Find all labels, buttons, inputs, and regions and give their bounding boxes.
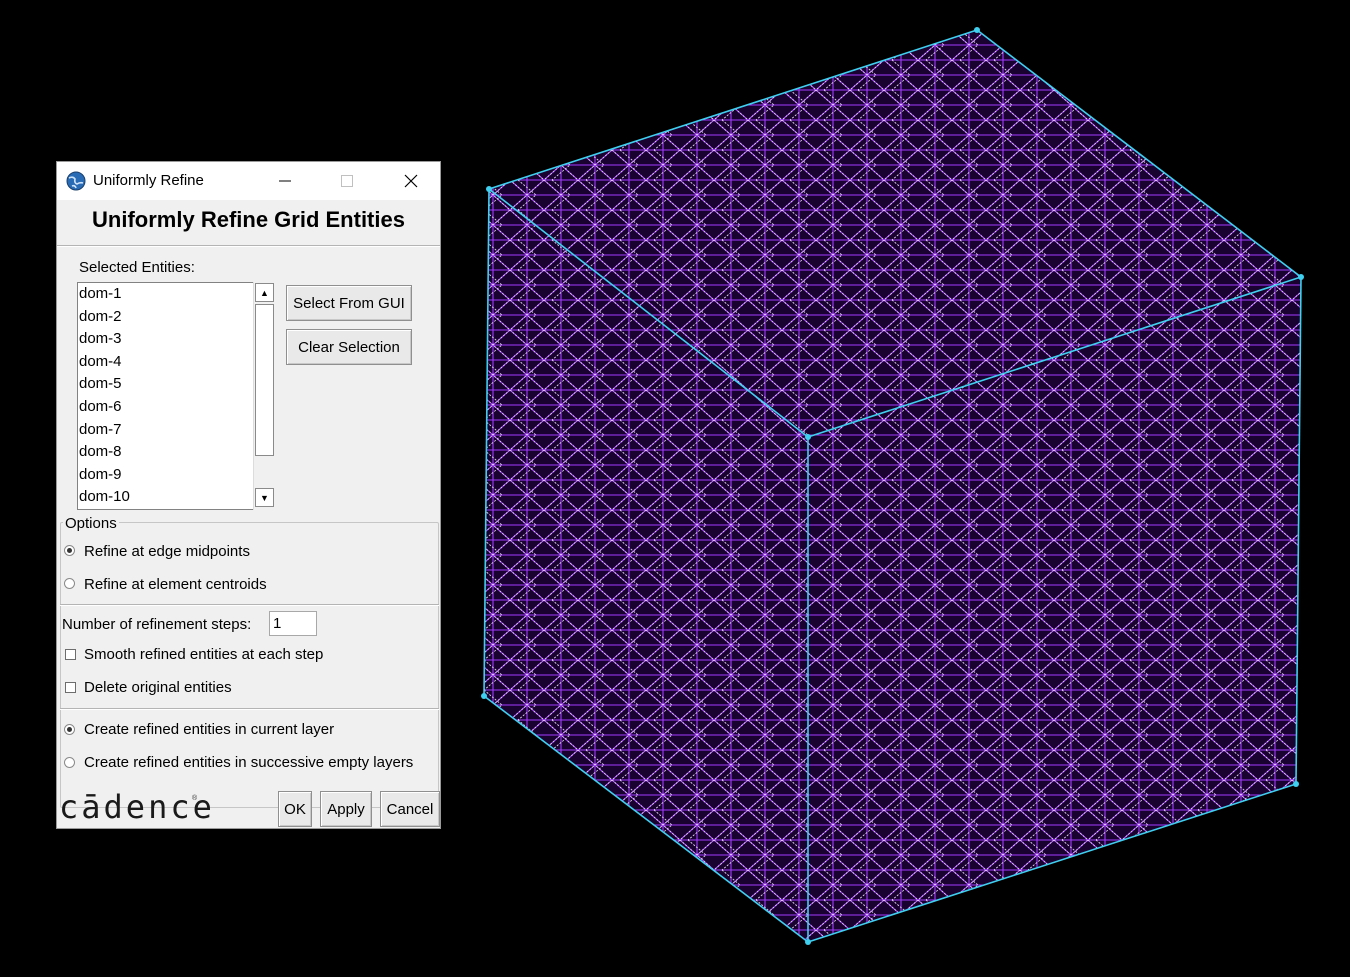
refine-edge-midpoints-radio[interactable] — [64, 545, 75, 556]
scroll-down-button[interactable]: ▼ — [255, 488, 274, 507]
close-icon — [404, 174, 418, 188]
refine-element-centroids-label[interactable]: Refine at element centroids — [84, 576, 267, 593]
list-item[interactable]: dom-7 — [79, 420, 122, 438]
chevron-down-icon: ▼ — [260, 492, 269, 503]
list-item[interactable]: dom-8 — [79, 443, 122, 461]
list-item[interactable]: dom-9 — [79, 465, 122, 483]
list-item[interactable]: dom-2 — [79, 307, 122, 325]
title-bar[interactable]: Uniformly Refine — [57, 162, 440, 200]
vertex — [974, 27, 980, 33]
cancel-button[interactable]: Cancel — [380, 791, 440, 827]
selected-entities-label: Selected Entities: — [79, 259, 195, 276]
scroll-thumb[interactable] — [255, 304, 274, 456]
vertex — [805, 939, 811, 945]
chevron-up-icon: ▲ — [260, 287, 269, 298]
maximize-icon — [341, 175, 353, 187]
vertex — [1298, 274, 1304, 280]
vertex — [481, 693, 487, 699]
refine-edge-midpoints-label[interactable]: Refine at edge midpoints — [84, 543, 250, 560]
dialog-heading: Uniformly Refine Grid Entities — [92, 207, 405, 232]
current-layer-radio[interactable] — [64, 724, 75, 735]
close-button[interactable] — [391, 168, 431, 194]
clear-selection-button[interactable]: Clear Selection — [286, 329, 412, 365]
list-item[interactable]: dom-4 — [79, 352, 122, 370]
smooth-label[interactable]: Smooth refined entities at each step — [84, 646, 324, 663]
cube-edge-vertical-right — [1295, 276, 1302, 785]
vertex — [1293, 781, 1299, 787]
cadence-logo: cādence — [59, 788, 215, 826]
refinement-steps-input[interactable] — [269, 611, 317, 636]
cube-left-mesh — [484, 189, 808, 942]
minimize-icon — [279, 180, 291, 182]
options-label: Options — [63, 515, 119, 532]
globe-icon — [66, 171, 86, 191]
uniformly-refine-dialog: Uniformly Refine Uniformly Refine Grid E… — [56, 161, 441, 829]
delete-original-checkbox[interactable] — [65, 682, 76, 693]
minimize-button[interactable] — [265, 168, 305, 194]
list-item[interactable]: dom-1 — [79, 285, 122, 302]
delete-original-label[interactable]: Delete original entities — [84, 679, 232, 696]
list-item[interactable]: dom-6 — [79, 397, 122, 415]
successive-empty-layers-radio[interactable] — [64, 757, 75, 768]
window-title: Uniformly Refine — [93, 172, 204, 189]
select-from-gui-button[interactable]: Select From GUI — [286, 285, 412, 321]
smooth-checkbox[interactable] — [65, 649, 76, 660]
entities-scrollbar[interactable]: ▲ ▼ — [253, 282, 274, 510]
maximize-button[interactable] — [327, 168, 367, 194]
current-layer-label[interactable]: Create refined entities in current layer — [84, 721, 335, 738]
cube-vertices[interactable] — [481, 27, 1304, 945]
refinement-steps-label: Number of refinement steps: — [62, 616, 252, 633]
refine-element-centroids-radio[interactable] — [64, 578, 75, 589]
separator — [57, 245, 440, 247]
cube-top-mesh — [489, 30, 1301, 437]
separator — [60, 604, 439, 606]
separator — [60, 708, 439, 710]
apply-button[interactable]: Apply — [320, 791, 372, 827]
cube-edge-vertical-left — [483, 188, 490, 697]
registered-mark: ® — [192, 795, 198, 802]
list-item[interactable]: dom-10 — [79, 488, 130, 506]
list-item[interactable]: dom-5 — [79, 375, 122, 393]
vertex — [486, 186, 492, 192]
entities-list: dom-1 dom-2 dom-3 dom-4 dom-5 dom-6 dom-7 dom-8… — [78, 283, 273, 509]
entities-listbox[interactable]: dom-1 dom-2 dom-3 dom-4 dom-5 dom-6 dom-7 dom-8… — [77, 282, 274, 510]
options-group — [60, 522, 439, 808]
successive-empty-layers-label[interactable]: Create refined entities in successive em… — [84, 754, 414, 771]
vertex — [805, 434, 811, 440]
ok-button[interactable]: OK — [278, 791, 312, 827]
scroll-up-button[interactable]: ▲ — [255, 283, 274, 302]
list-item[interactable]: dom-3 — [79, 330, 122, 348]
cube-right-mesh — [808, 277, 1301, 942]
